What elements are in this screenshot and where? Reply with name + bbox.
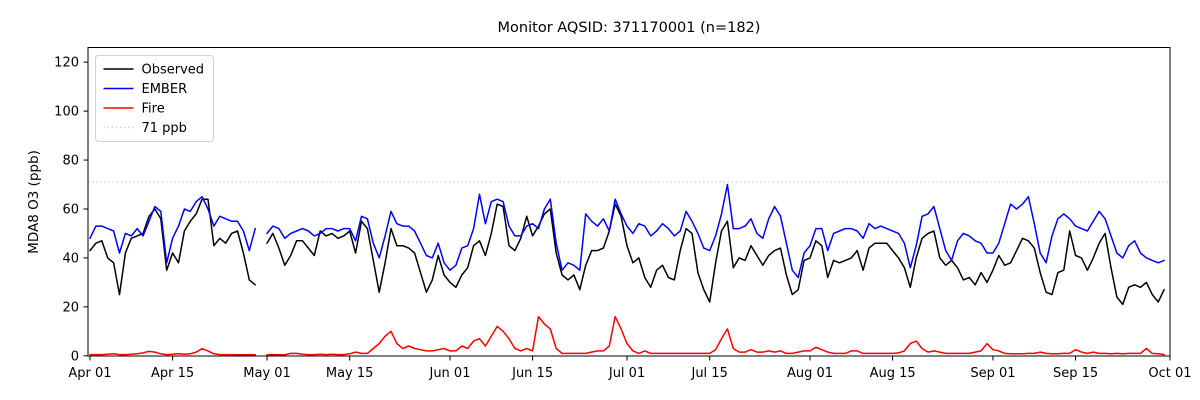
series-line-fire xyxy=(89,315,1165,356)
series-line-observed xyxy=(89,198,1165,306)
legend: Observed EMBER Fire 71 ppb xyxy=(95,55,214,142)
x-tick-label: Aug 15 xyxy=(870,366,916,381)
x-tick-label: Jul 15 xyxy=(690,366,727,381)
x-tick-label: Jul 01 xyxy=(608,366,645,381)
x-tick-label: Jun 01 xyxy=(428,366,470,381)
x-tick-label: Sep 01 xyxy=(970,366,1015,381)
y-tick-label: 120 xyxy=(54,56,79,71)
series-line-ember xyxy=(89,183,1165,279)
y-tick-label: 40 xyxy=(62,251,79,266)
x-tick-label: Sep 15 xyxy=(1053,366,1098,381)
y-tick-label: 80 xyxy=(62,154,79,169)
y-tick-label: 100 xyxy=(54,105,79,120)
legend-label: Fire xyxy=(142,102,165,117)
plot-area xyxy=(89,183,1165,356)
x-tick-label: May 01 xyxy=(243,366,291,381)
y-axis-label: MDA8 O3 (ppb) xyxy=(26,150,42,254)
x-tick-label: Apr 15 xyxy=(151,366,194,381)
y-tick-label: 0 xyxy=(71,349,79,364)
y-tick-label: 20 xyxy=(62,300,79,315)
legend-label: EMBER xyxy=(142,82,188,97)
chart-title: Monitor AQSID: 371170001 (n=182) xyxy=(498,20,761,36)
plot-border xyxy=(87,47,1171,357)
axes: Apr 01 Apr 15 May 01 May 15 Jun 01 Jun 15 Jul … xyxy=(54,47,1192,381)
x-tick-label: May 15 xyxy=(326,366,374,381)
legend-label: 71 ppb xyxy=(142,121,187,136)
x-tick-label: Jun 15 xyxy=(511,366,553,381)
legend-box xyxy=(95,55,214,142)
x-tick-label: Oct 01 xyxy=(1148,366,1191,381)
y-tick-label: 60 xyxy=(62,202,79,217)
x-tick-label: Apr 01 xyxy=(68,366,111,381)
legend-label: Observed xyxy=(142,63,205,78)
x-tick-label: Aug 01 xyxy=(787,366,833,381)
